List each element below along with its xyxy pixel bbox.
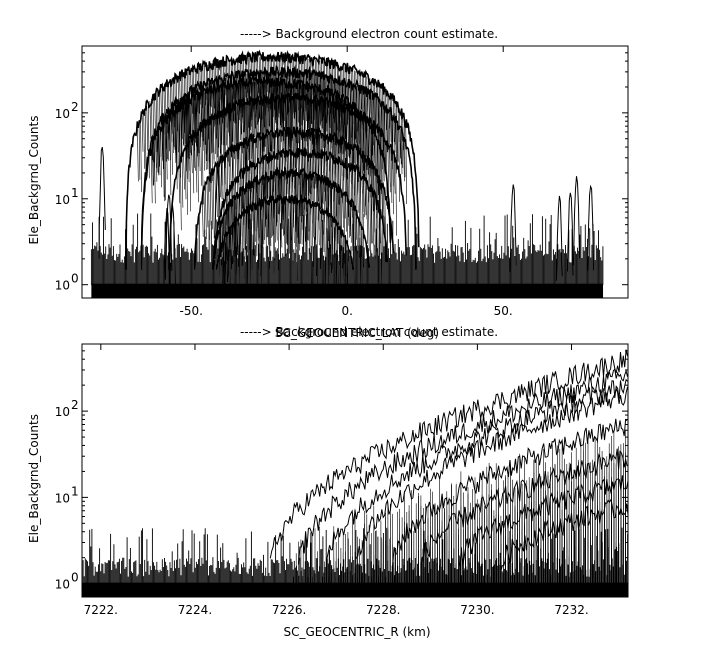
y-tick-exponent: 1 [71,186,79,200]
spike-7 [566,192,574,276]
x-tick-label: 7222. [84,603,118,617]
series-line-6 [212,166,370,270]
x-tick-label: -50. [179,304,202,318]
plot-frame [81,343,629,598]
spike-8 [573,176,580,266]
x-tick-label: 7228. [366,603,400,617]
spike-2 [163,208,171,296]
noise-floor-band [91,283,604,298]
series-line-5 [420,448,628,568]
y-axis-label: Ele_Backgrnd_Counts [27,414,41,543]
series-line-7 [500,497,628,572]
series-line-5 [212,147,389,270]
plot-area [82,349,628,597]
y-tick-label: 10 [55,405,70,419]
y-tick-label: 10 [55,193,70,207]
chart-title: -----> Background electron count estimat… [240,325,498,339]
y-tick-label: 10 [55,491,70,505]
y-tick-exponent: 2 [71,398,79,412]
x-tick-label: 0. [341,304,352,318]
chart-title: -----> Background electron count estimat… [240,27,498,41]
y-axis-label: Ele_Backgrnd_Counts [27,116,41,245]
series-line-1 [298,367,628,565]
plot-frame [81,45,629,299]
series-line-0 [269,349,628,559]
series-line-3 [354,386,628,560]
plot-area [90,49,604,298]
series-jitter-3 [178,97,397,236]
series-line-6 [458,475,628,566]
x-tick-label: 7230. [460,603,494,617]
y-tick-exponent: 2 [71,100,79,114]
spike-9 [587,184,595,271]
y-tick-label: 10 [55,107,70,121]
x-axis-label: SC_GEOCENTRIC_R (km) [284,625,431,639]
series-line-4 [392,418,628,566]
y-tick-exponent: 0 [71,272,79,286]
x-tick-label: 7226. [272,603,306,617]
x-tick-label: 50. [494,304,513,318]
y-tick-exponent: 0 [71,571,79,585]
noise-floor [90,213,604,285]
series-line-4 [193,126,395,270]
x-axis-label: SC_GEOCENTRIC_LAT (deg) [275,326,439,340]
y-tick-label: 10 [55,578,70,592]
y-tick-exponent: 1 [71,484,79,498]
spike-5 [509,184,517,272]
x-tick-label: 7232. [554,603,588,617]
x-tick-label: 7224. [178,603,212,617]
noise-floor-band [82,582,628,597]
y-tick-label: 10 [55,279,70,293]
series-jitter-7 [221,198,348,285]
spike-0 [98,146,106,259]
spike-6 [555,195,563,281]
series-jitter-7 [524,534,626,584]
